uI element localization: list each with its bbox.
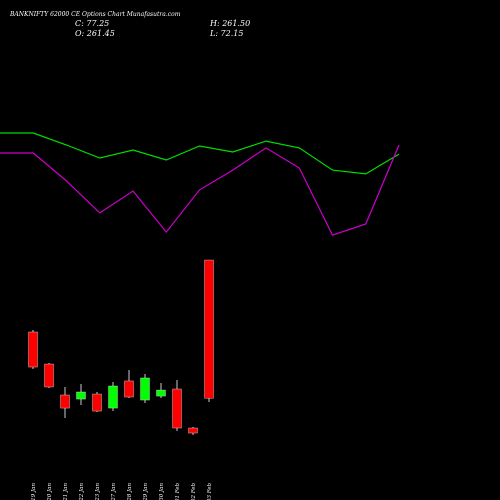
indicator-line <box>0 144 400 236</box>
candle-body <box>28 331 38 368</box>
x-tick-label: 22 Jan <box>79 483 85 500</box>
x-tick-label: 20 Jan <box>47 483 53 500</box>
candle-body <box>204 259 214 399</box>
x-tick-label: 30 Jan <box>159 483 165 500</box>
stat-open: O: 261.45 <box>75 29 115 38</box>
candle-body <box>124 380 134 398</box>
x-tick-label: 03 Feb <box>207 483 213 500</box>
candle-body <box>76 391 86 400</box>
stat-high: H: 261.50 <box>209 19 250 28</box>
stat-close: C: 77.25 <box>75 19 109 28</box>
x-tick-label: 21 Jan <box>63 483 69 500</box>
candle-body <box>108 385 118 409</box>
candle-body <box>92 393 102 412</box>
chart-title: BANKNIFTY 62000 CE Options Chart Munafas… <box>9 11 181 18</box>
candle-body <box>188 427 198 434</box>
x-tick-label: 19 Jan <box>31 483 37 500</box>
candle-body <box>156 389 166 397</box>
x-tick-label: 27 Jan <box>111 483 117 500</box>
candle-body <box>140 377 150 401</box>
candle-body <box>60 394 70 409</box>
candle-body <box>44 363 54 388</box>
x-tick-label: 01 Feb <box>175 483 181 500</box>
candle-body <box>172 388 182 429</box>
x-tick-label: 02 Feb <box>191 483 197 500</box>
x-tick-label: 23 Jan <box>95 483 101 500</box>
stat-low: L: 72.15 <box>209 29 243 38</box>
x-tick-label: 28 Jan <box>127 483 133 500</box>
x-tick-label: 29 Jan <box>143 483 149 500</box>
indicator-line <box>0 132 400 175</box>
